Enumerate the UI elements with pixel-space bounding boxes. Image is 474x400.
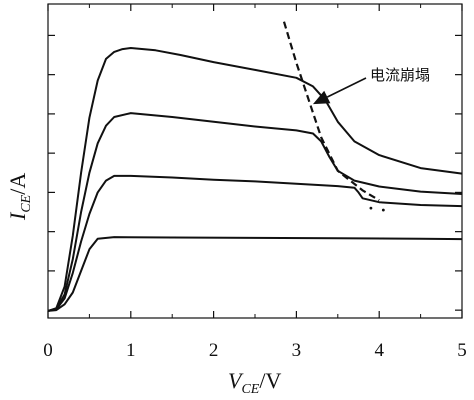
series-line-3 [47, 112, 463, 312]
x-tick-label-1: 1 [126, 340, 136, 361]
y-axis-title-unit: /A [5, 173, 30, 195]
x-axis-title: VCE/V [228, 368, 281, 397]
series-line-2 [47, 174, 463, 312]
x-tick-label-5: 5 [457, 340, 467, 361]
x-axis-title-sub: CE [241, 382, 259, 397]
annotation-arrow-head [312, 90, 331, 105]
x-axis-ticks [47, 4, 463, 318]
boundary-dot-2 [381, 208, 385, 212]
boundary-dot-1 [369, 206, 373, 210]
collapse-boundary-line [282, 21, 380, 202]
collapse-boundary [282, 21, 385, 212]
x-axis-tick-labels: 0 1 2 3 4 5 [43, 340, 467, 361]
x-tick-label-3: 3 [292, 340, 302, 361]
y-axis-title-main: I [5, 211, 30, 221]
x-tick-label-2: 2 [209, 340, 219, 361]
y-axis-title-sub: CE [19, 194, 34, 212]
annotation-arrow-shaft [326, 77, 367, 98]
annotation-text: 电流崩塌 [370, 66, 430, 84]
y-axis-ticks [48, 34, 462, 311]
x-tick-label-0: 0 [43, 340, 53, 361]
series-line-4 [47, 47, 463, 312]
x-axis-title-unit: /V [259, 368, 281, 393]
y-axis-title: ICE/A [5, 173, 34, 221]
x-tick-label-4: 4 [374, 340, 384, 361]
annotation: 电流崩塌 [312, 66, 430, 105]
series-line-1 [47, 236, 463, 312]
x-axis-title-main: V [228, 368, 244, 393]
data-series [47, 47, 463, 312]
